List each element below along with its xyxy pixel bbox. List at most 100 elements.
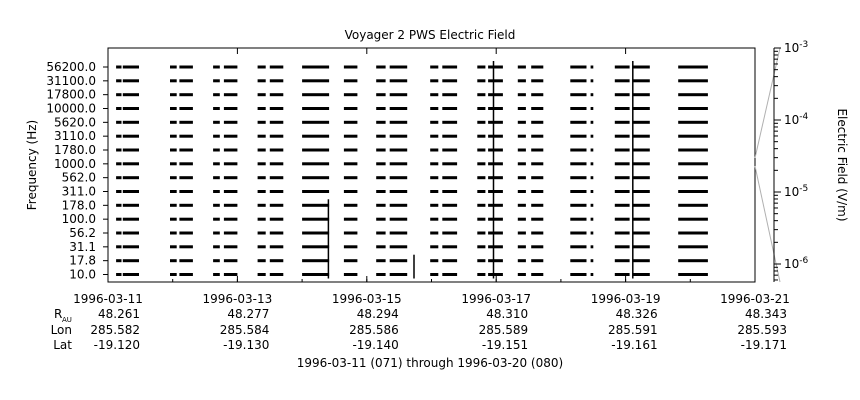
- channel-segment: [570, 107, 587, 110]
- channel-segment: [442, 93, 458, 97]
- channel-segment: [213, 176, 220, 180]
- channel-segment: [116, 120, 122, 124]
- channel-segment: [179, 148, 193, 152]
- channel-segment: [570, 120, 587, 124]
- channel-segment: [343, 259, 358, 263]
- channel-segment: [116, 107, 122, 110]
- channel-row: [116, 273, 708, 276]
- channel-segment: [477, 148, 486, 152]
- channel-row: [116, 245, 708, 249]
- channel-segment: [213, 162, 220, 166]
- channel-segment: [614, 231, 630, 235]
- channel-segment: [116, 245, 122, 249]
- channel-segment: [632, 203, 650, 207]
- channel-segment: [531, 107, 544, 110]
- channel-segment: [389, 65, 408, 69]
- channel-segment: [179, 120, 193, 124]
- channel-segment: [376, 190, 386, 193]
- channel-segment: [632, 231, 650, 235]
- channel-segment: [389, 120, 408, 124]
- channel-segment: [179, 176, 193, 180]
- channel-segment: [302, 176, 330, 180]
- channel-segment: [343, 120, 358, 124]
- channel-segment: [477, 93, 486, 97]
- xtick-label: 1996-03-21: [720, 292, 790, 306]
- channel-segment: [614, 273, 630, 276]
- ytick-label: 3110.0: [54, 129, 96, 143]
- channel-segment: [488, 162, 503, 166]
- channel-segment: [614, 120, 630, 124]
- channel-segment: [488, 259, 503, 263]
- ytick-label: 17.8: [69, 254, 96, 268]
- x-axis-label: 1996-03-11 (071) through 1996-03-20 (080…: [297, 356, 563, 370]
- channel-row: [116, 231, 708, 235]
- channel-segment: [116, 190, 122, 193]
- channel-segment: [517, 79, 526, 83]
- channel-segment: [343, 176, 358, 180]
- channel-segment: [442, 259, 458, 263]
- channel-segment: [531, 134, 544, 138]
- channel-segment: [343, 217, 358, 221]
- channel-segment: [122, 273, 139, 276]
- channel-segment: [632, 79, 650, 83]
- channel-segment: [223, 107, 238, 110]
- channel-segment: [302, 93, 330, 97]
- ephemeris-label-r-sub: AU: [62, 316, 72, 324]
- channel-segment: [269, 65, 284, 69]
- chart-title: Voyager 2 PWS Electric Field: [345, 28, 516, 42]
- channel-segment: [430, 148, 439, 152]
- channel-segment: [678, 231, 708, 235]
- colorbar-tick-label: 10-3: [784, 40, 808, 55]
- ephemeris-value: 285.586: [349, 323, 399, 337]
- channel-segment: [389, 176, 408, 180]
- channel-segment: [632, 176, 650, 180]
- channel-row: [116, 148, 708, 152]
- channel-segment: [477, 203, 486, 207]
- channel-segment: [488, 176, 503, 180]
- channel-segment: [517, 190, 526, 193]
- channel-segment: [223, 217, 238, 221]
- channel-segment: [376, 134, 386, 138]
- channel-segment: [488, 148, 503, 152]
- ephemeris-value: 285.593: [737, 323, 787, 337]
- colorbar-tick-label: 10-6: [784, 256, 809, 271]
- channel-segment: [122, 120, 139, 124]
- channel-segment: [570, 203, 587, 207]
- channel-segment: [343, 93, 358, 97]
- y-axis-label: Frequency (Hz): [25, 120, 39, 211]
- channel-segment: [488, 190, 503, 193]
- colorbar-tick-label: 10-5: [784, 184, 808, 199]
- channel-segment: [632, 190, 650, 193]
- channel-segment: [116, 217, 122, 221]
- channel-row: [116, 79, 708, 83]
- channel-segment: [343, 190, 358, 193]
- channel-segment: [269, 148, 284, 152]
- channel-segment: [590, 190, 594, 193]
- channel-segment: [122, 217, 139, 221]
- ephemeris-row-labels: R AU Lon Lat: [51, 307, 73, 352]
- channel-segment: [389, 162, 408, 166]
- ephemeris-value: -19.151: [482, 338, 528, 352]
- ytick-label: 31100.0: [46, 74, 96, 88]
- channel-segment: [614, 259, 630, 263]
- channel-segment: [430, 176, 439, 180]
- channel-segment: [488, 107, 503, 110]
- channel-segment: [213, 190, 220, 193]
- ytick-labels: 56200.031100.017800.010000.05620.03110.0…: [46, 60, 108, 282]
- channel-segment: [488, 217, 503, 221]
- channel-segment: [179, 245, 193, 249]
- channel-segment: [122, 65, 139, 69]
- channel-segment: [531, 190, 544, 193]
- colorbar-tick-label: 10-4: [784, 112, 809, 127]
- channel-segment: [302, 162, 330, 166]
- channel-segment: [678, 107, 708, 110]
- channel-segment: [116, 93, 122, 97]
- channel-segment: [678, 273, 708, 276]
- channel-segment: [257, 203, 266, 207]
- channel-segment: [517, 93, 526, 97]
- channel-segment: [269, 120, 284, 124]
- channel-segment: [678, 259, 708, 263]
- channel-segment: [570, 148, 587, 152]
- channel-segment: [389, 231, 408, 235]
